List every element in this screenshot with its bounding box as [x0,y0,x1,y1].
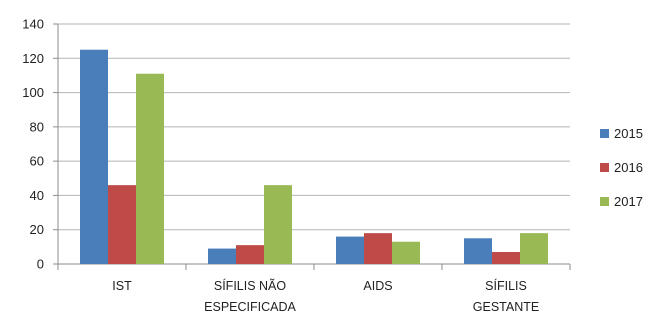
y-tick-label: 0 [37,257,44,272]
category-label: SÍFILIS NÃO [214,278,287,293]
legend-swatch-2015 [600,129,609,138]
bar-2016-2 [364,233,392,264]
legend-label-2015: 2015 [614,126,643,141]
bar-2015-0 [80,49,108,264]
legend-label-2017: 2017 [614,194,643,209]
bar-2017-3 [520,233,548,264]
category-label: SÍFILIS [485,278,527,293]
category-label: GESTANTE [473,300,539,314]
legend-label-2016: 2016 [614,160,643,175]
y-tick-label: 40 [30,188,44,203]
category-label: AIDS [363,279,392,293]
y-tick-label: 100 [22,85,44,100]
bar-2017-0 [136,73,164,264]
bar-2016-3 [492,252,520,264]
bar-2015-2 [336,236,364,264]
category-label: IST [112,279,132,293]
y-tick-label: 140 [22,17,44,32]
bar-2015-3 [464,238,492,264]
bar-2015-1 [208,248,236,264]
category-label: ESPECIFICADA [204,300,296,314]
axis-labels: 0 20 40 60 80 100 120 140 IST SÍFILIS NÃO ESPECIFI… [22,17,539,315]
legend: 2015 2016 2017 [600,126,643,209]
y-tick-label: 20 [30,222,44,237]
y-tick-label: 120 [22,51,44,66]
bar-2016-0 [108,185,136,264]
bar-2016-1 [236,245,264,264]
legend-swatch-2016 [600,163,609,172]
bar-2017-2 [392,241,420,264]
y-tick-label: 80 [30,119,44,134]
bars [80,49,548,264]
bar-2017-1 [264,185,292,264]
legend-swatch-2017 [600,197,609,206]
y-tick-label: 60 [30,154,44,169]
